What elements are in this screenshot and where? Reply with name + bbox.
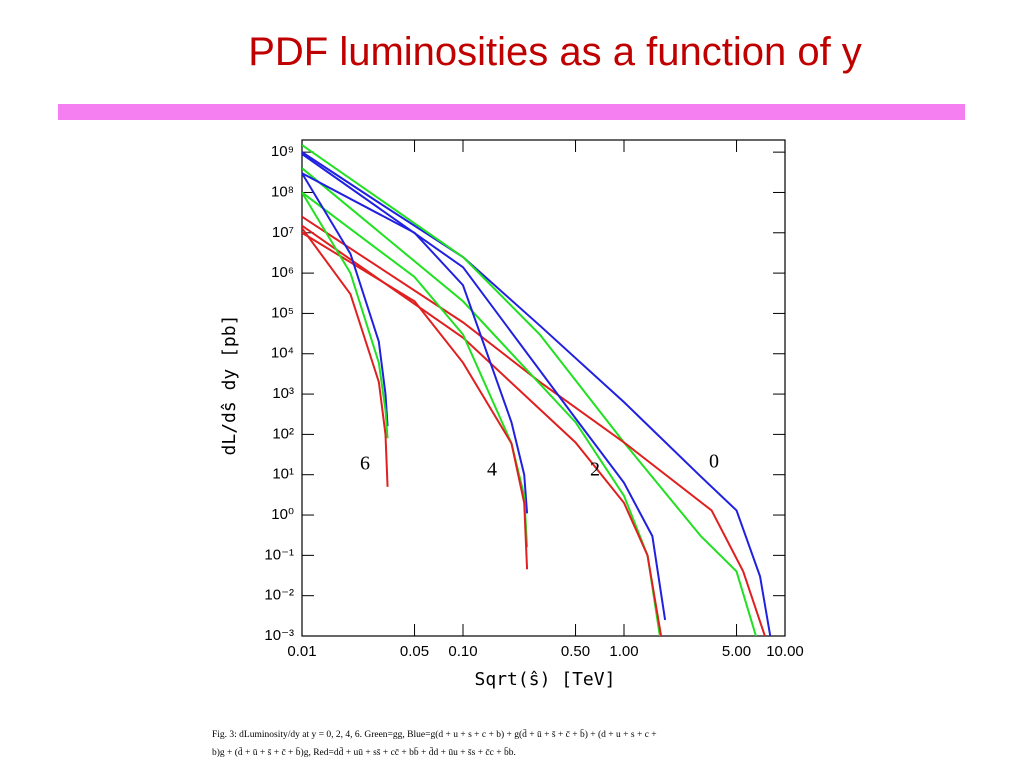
- x-tick-label: 0.05: [400, 643, 429, 660]
- x-tick-label: 0.50: [561, 643, 590, 660]
- curve: [302, 215, 766, 636]
- y-axis-title: dL/dŝ dy [pb]: [219, 315, 240, 456]
- y-tick-label: 10⁸: [271, 183, 294, 200]
- y-tick-label: 10⁶: [271, 264, 294, 281]
- curve: [302, 172, 389, 427]
- y-tick-label: 10⁵: [271, 304, 294, 321]
- curve-label: 2: [590, 459, 600, 481]
- curve: [302, 172, 529, 514]
- x-tick-label: 0.01: [287, 643, 316, 660]
- y-tick-label: 10²: [272, 425, 294, 442]
- curve: [302, 151, 772, 636]
- caption-line: b)g + (d̄ + ū + s̄ + c̄ + b̄)g, Red=dd̄ …: [212, 748, 516, 758]
- y-tick-label: 10⁻²: [264, 587, 294, 604]
- y-tick-label: 10⁻¹: [264, 546, 294, 563]
- x-axis-title: Sqrt(ŝ) [TeV]: [475, 669, 616, 690]
- curve: [302, 224, 663, 636]
- plot-frame: [301, 139, 786, 637]
- x-tick-label: 5.00: [722, 643, 751, 660]
- y-tick-label: 10⁰: [271, 506, 294, 523]
- x-tick-label: 1.00: [609, 643, 638, 660]
- curve: [302, 153, 667, 621]
- y-tick-label: 10⁻³: [264, 627, 294, 644]
- y-tick-label: 10⁴: [271, 345, 294, 362]
- curve-label: 0: [709, 451, 719, 473]
- x-tick-label: 10.00: [766, 643, 804, 660]
- y-tick-label: 10¹: [272, 466, 294, 483]
- title-underline: [58, 104, 965, 120]
- curve: [302, 231, 529, 570]
- y-tick-label: 10⁷: [272, 224, 294, 241]
- curve: [302, 144, 757, 636]
- x-tick-label: 0.10: [448, 643, 477, 660]
- curve: [302, 227, 389, 487]
- curve-label: 4: [487, 459, 497, 481]
- y-tick-label: 10⁹: [271, 143, 294, 160]
- curve: [302, 167, 661, 636]
- slide-title: PDF luminosities as a function of y: [248, 30, 862, 74]
- caption-line: Fig. 3: dLuminosity/dy at y = 0, 2, 4, 6…: [212, 730, 657, 740]
- y-tick-label: 10³: [272, 385, 294, 402]
- curve: [302, 191, 389, 439]
- curve-label: 6: [360, 453, 370, 475]
